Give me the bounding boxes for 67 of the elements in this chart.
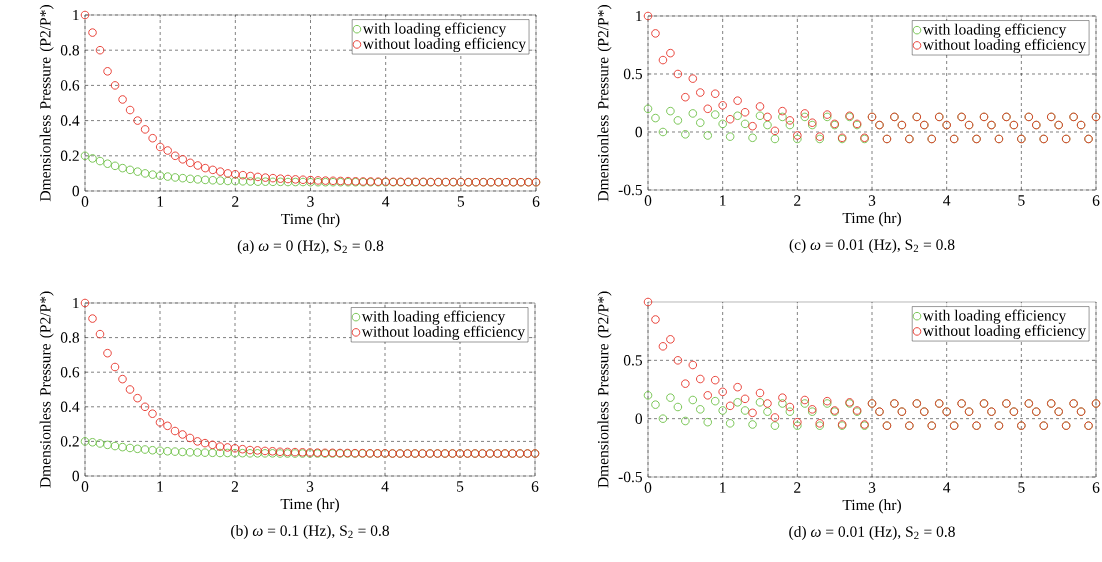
x-tick-label: 5 [1018,195,1025,206]
x-tick-label: 6 [1092,482,1100,493]
x-tick-label: 3 [307,196,314,207]
y-tick-label: 0.6 [60,80,80,91]
y-tick-label: 0 [635,413,643,424]
x-tick-label: 5 [457,196,465,207]
legend-label: without loading efficiency [922,324,1087,340]
x-tick-label: 1 [157,196,164,207]
x-tick-label: 4 [382,196,390,207]
y-tick-label: 0.8 [60,44,80,56]
x-tick-label: 4 [381,481,389,492]
x-tick-label: 2 [794,482,801,493]
x-tick-label: 0 [644,195,652,206]
x-tick-label: 1 [157,481,163,492]
x-tick-label: 4 [943,195,951,206]
x-tick-label: 1 [720,482,726,493]
x-tick-label: 6 [1092,195,1100,206]
x-tick-label: 3 [306,481,314,492]
text: (c) ω = 0.01 (Hz), S$_{2}$ = 0.8 [789,238,955,254]
x-axis-title: Time (hr) [842,499,901,514]
x-tick-label: 3 [868,482,876,493]
x-tick-label: 4 [943,482,951,493]
y-tick-label: -0.5 [618,471,643,483]
x-tick-label: 2 [794,195,801,206]
y-tick-label: 0 [72,185,80,197]
legend-label: without loading efficiency [362,37,526,53]
x-axis-title: Time (hr) [842,212,901,227]
x-tick-label: 5 [1018,482,1025,493]
y-tick-label: 1 [73,9,79,21]
legend-label: with loading efficiency [922,309,1067,324]
y-tick-label: 0.5 [623,355,643,366]
legend-label: with loading efficiency [361,310,506,325]
y-tick-label: 0 [72,470,80,482]
x-axis-title: Time (hr) [280,498,339,513]
x-tick-label: 1 [720,195,726,206]
legend-label: with loading efficiency [922,23,1067,38]
text: (d) ω = 0.01 (Hz), S$_{2}$ = 0.8 [789,525,955,541]
legend-label: without loading efficiency [922,38,1087,54]
y-tick-label: 0.2 [60,150,79,162]
y-axis-title: Dmensionless Pressure (P2/P*) [39,5,54,202]
y-tick-label: 0.6 [60,366,80,378]
y-tick-label: 0.4 [60,401,80,413]
x-tick-label: 6 [532,196,540,207]
x-axis-title: Time (hr) [281,213,340,228]
x-tick-label: 0 [81,481,89,492]
x-tick-label: 3 [868,195,876,206]
x-tick-label: 5 [457,481,464,492]
text: (a) ω = 0 (Hz), S$_{2}$ = 0.8 [237,239,384,255]
y-tick-label: -0.5 [618,184,643,196]
x-tick-label: 2 [231,481,239,492]
y-axis-title: Dmensionless Pressure (P2/P*) [597,291,612,488]
y-axis-title: Dmensionless Pressure (P2/P*) [597,5,612,202]
y-tick-label: 1 [636,10,642,22]
x-tick-label: 0 [81,196,89,207]
legend-label: with loading efficiency [362,22,507,37]
y-tick-label: 0.4 [60,115,80,126]
legend-label: without loading efficiency [361,325,526,341]
x-tick-label: 0 [644,482,652,493]
y-tick-label: 0.2 [60,436,79,447]
y-tick-label: 0.8 [60,332,80,343]
y-tick-label: 0 [635,126,643,138]
y-tick-label: 0.5 [623,68,643,80]
y-axis-title: Dmensionless Pressure (P2/P*) [39,291,54,488]
x-tick-label: 2 [232,196,239,207]
y-tick-label: 1 [73,297,79,309]
x-tick-label: 6 [531,481,539,492]
text: (b) ω = 0.1 (Hz), S$_{2}$ = 0.8 [231,524,389,540]
